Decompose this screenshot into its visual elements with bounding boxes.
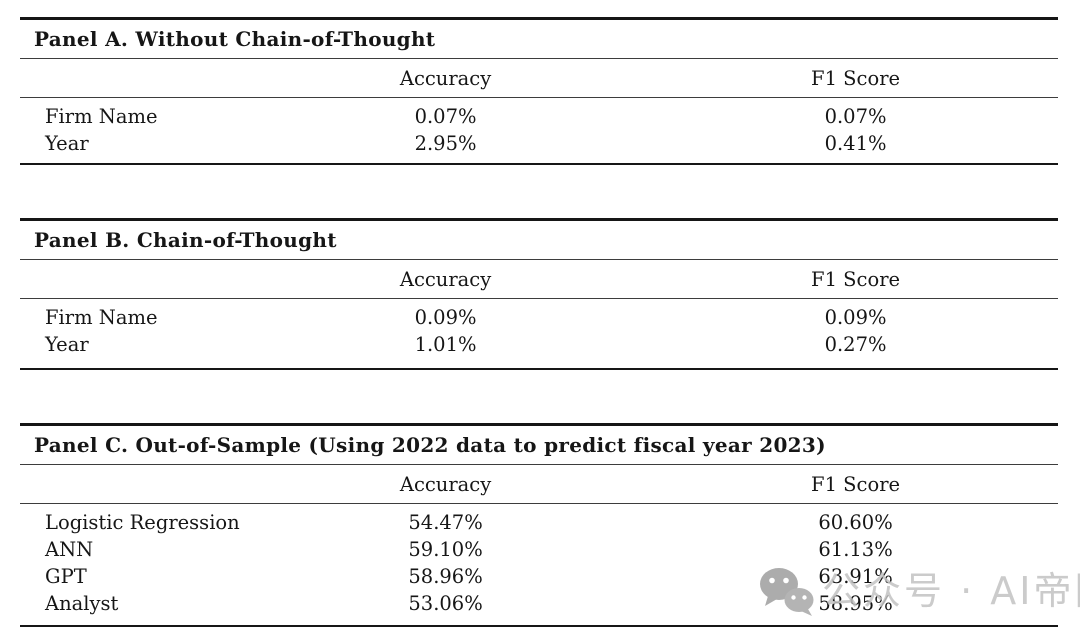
panel-a-body: Firm Name 0.07% 0.07% Year 2.95% 0.41% <box>20 98 1058 157</box>
f1-score-value: 61.13% <box>818 538 893 561</box>
panel-b-header-row: Accuracy F1 Score <box>20 260 1058 299</box>
row-label: ANN <box>45 538 94 561</box>
row-label: Year <box>45 132 89 155</box>
f1-score-value: 58.95% <box>818 592 893 615</box>
f1-score-value: 0.09% <box>824 306 887 329</box>
accuracy-value: 0.07% <box>414 105 477 128</box>
accuracy-value: 59.10% <box>408 538 483 561</box>
row-label: Analyst <box>45 592 119 615</box>
column-header-f1-score: F1 Score <box>811 66 901 90</box>
row-label: GPT <box>45 565 87 588</box>
table-row: GPT 58.96% 63.91% <box>20 563 1058 590</box>
column-header-accuracy: Accuracy <box>399 66 492 90</box>
panel-b-title: Panel B. Chain-of-Thought <box>20 221 1058 260</box>
panel-b: Panel B. Chain-of-Thought Accuracy F1 Sc… <box>20 218 1058 370</box>
accuracy-value: 1.01% <box>414 333 477 356</box>
accuracy-value: 58.96% <box>408 565 483 588</box>
table-row: Logistic Regression 54.47% 60.60% <box>20 509 1058 536</box>
row-label: Firm Name <box>45 306 158 329</box>
panel-a-title: Panel A. Without Chain-of-Thought <box>20 20 1058 59</box>
f1-score-value: 60.60% <box>818 511 893 534</box>
f1-score-value: 0.07% <box>824 105 887 128</box>
row-label: Year <box>45 333 89 356</box>
f1-score-value: 0.41% <box>824 132 887 155</box>
panel-c-header-row: Accuracy F1 Score <box>20 465 1058 504</box>
accuracy-value: 54.47% <box>408 511 483 534</box>
accuracy-value: 53.06% <box>408 592 483 615</box>
accuracy-value: 0.09% <box>414 306 477 329</box>
accuracy-value: 2.95% <box>414 132 477 155</box>
table-row: Firm Name 0.07% 0.07% <box>20 103 1058 130</box>
f1-score-value: 0.27% <box>824 333 887 356</box>
panel-c: Panel C. Out-of-Sample (Using 2022 data … <box>20 423 1058 627</box>
table-row: Analyst 53.06% 58.95% <box>20 590 1058 617</box>
column-header-accuracy: Accuracy <box>399 267 492 291</box>
table-row: Year 2.95% 0.41% <box>20 130 1058 157</box>
row-label: Firm Name <box>45 105 158 128</box>
column-header-f1-score: F1 Score <box>811 267 901 291</box>
f1-score-value: 63.91% <box>818 565 893 588</box>
panel-b-body: Firm Name 0.09% 0.09% Year 1.01% 0.27% <box>20 299 1058 358</box>
panel-a: Panel A. Without Chain-of-Thought Accura… <box>20 17 1058 165</box>
column-header-accuracy: Accuracy <box>399 472 492 496</box>
table-row: Firm Name 0.09% 0.09% <box>20 304 1058 331</box>
table-row: ANN 59.10% 61.13% <box>20 536 1058 563</box>
column-header-f1-score: F1 Score <box>811 472 901 496</box>
panel-c-title: Panel C. Out-of-Sample (Using 2022 data … <box>20 426 1058 465</box>
panel-c-body: Logistic Regression 54.47% 60.60% ANN 59… <box>20 504 1058 617</box>
table-row: Year 1.01% 0.27% <box>20 331 1058 358</box>
row-label: Logistic Regression <box>45 511 240 534</box>
panel-a-header-row: Accuracy F1 Score <box>20 59 1058 98</box>
